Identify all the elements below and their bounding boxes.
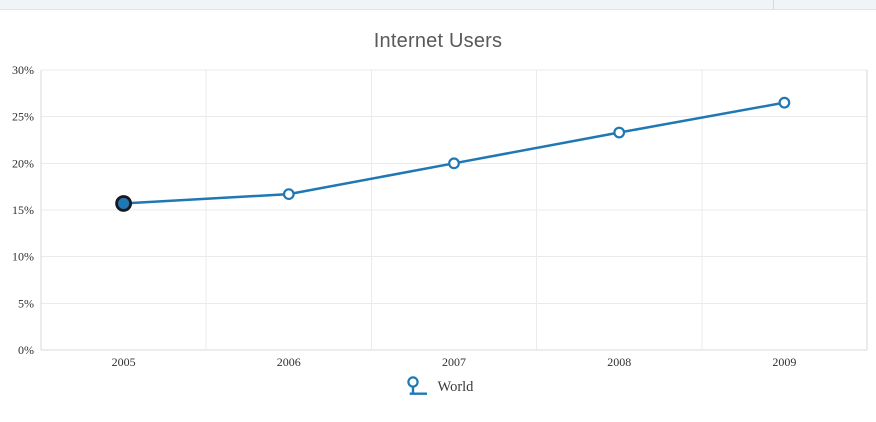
y-axis-label-25: 25% [12, 110, 34, 124]
y-axis-label-30: 30% [12, 63, 34, 77]
y-axis-label-20: 20% [12, 156, 34, 170]
legend-item-world[interactable]: World [0, 375, 876, 399]
data-point-2005[interactable] [115, 195, 132, 212]
x-axis-label-2007: 2007 [442, 355, 466, 369]
y-axis-label-10: 10% [12, 250, 34, 264]
x-axis-label-2009: 2009 [772, 355, 796, 369]
data-point-2008[interactable] [613, 126, 626, 139]
data-point-2007[interactable] [448, 157, 460, 170]
legend-label: World [437, 379, 474, 395]
data-point-2009[interactable] [778, 96, 791, 109]
y-axis-label-5: 5% [18, 296, 34, 310]
series-marker-icon [406, 376, 427, 395]
data-point-2006[interactable] [282, 188, 295, 201]
chart-title: Internet Users [373, 30, 503, 52]
series-line-world [123, 101, 785, 205]
tab-divider [773, 0, 774, 9]
x-axis-label-2006: 2006 [277, 355, 301, 369]
x-axis-label-2008: 2008 [607, 355, 631, 369]
y-axis-label-0: 0% [18, 343, 34, 357]
y-axis-label-15: 15% [12, 203, 34, 217]
browser-tabstrip[interactable] [0, 0, 876, 10]
x-axis-label-2005: 2005 [112, 355, 136, 369]
